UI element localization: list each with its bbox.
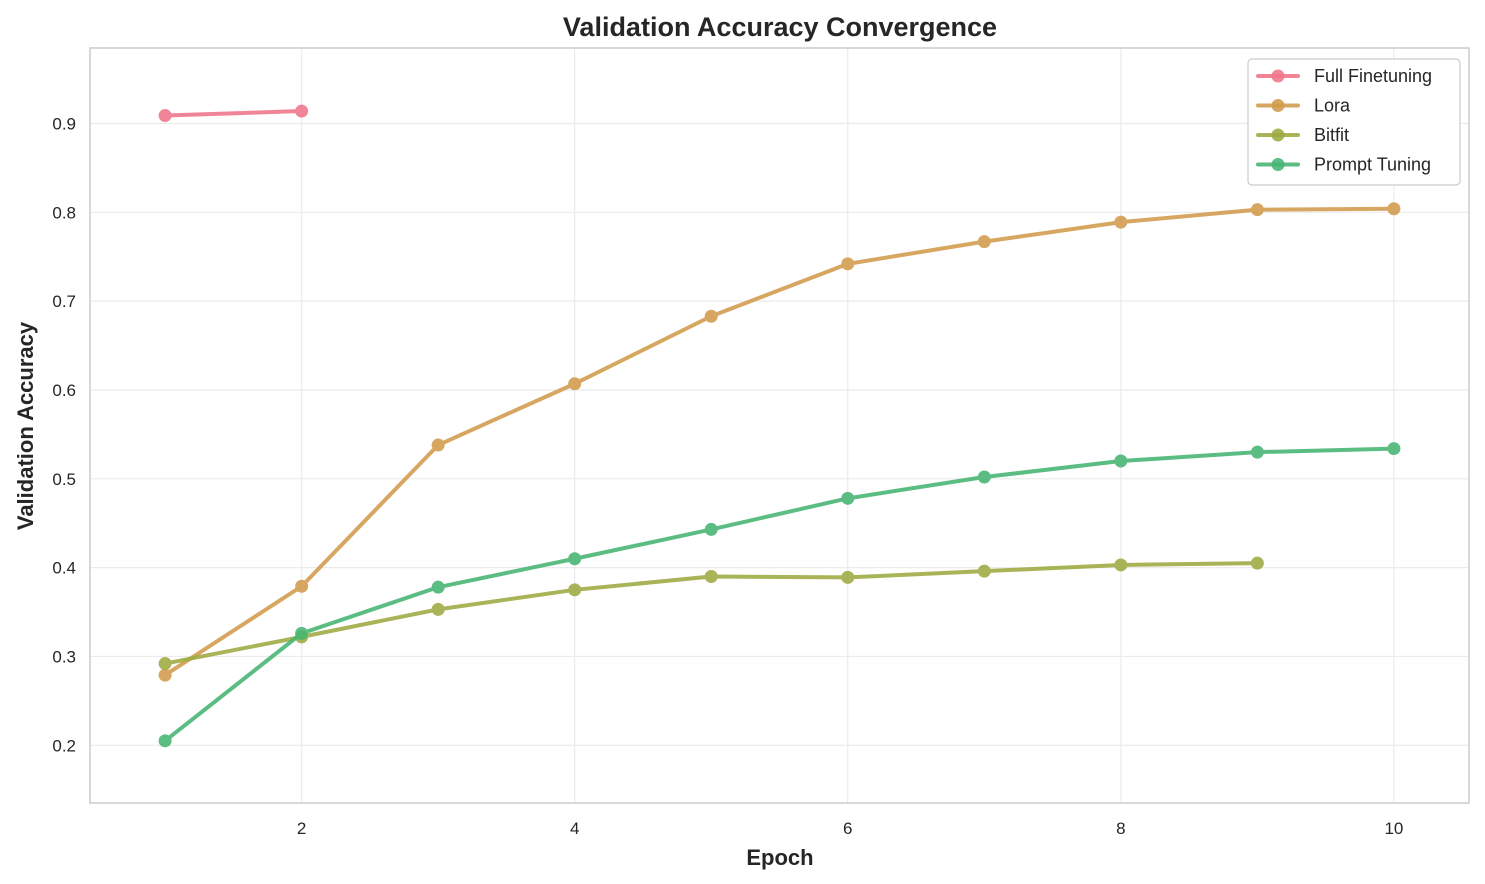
x-tick-label: 10 xyxy=(1384,819,1403,838)
legend-label-prompt-tuning: Prompt Tuning xyxy=(1314,155,1431,175)
x-tick-label: 2 xyxy=(297,819,306,838)
legend-item-lora: Lora xyxy=(1256,96,1351,116)
data-point-prompt-tuning xyxy=(704,522,718,536)
data-point-bitfit xyxy=(841,570,855,584)
y-axis-label: Validation Accuracy xyxy=(13,321,38,530)
y-tick-label: 0.9 xyxy=(52,115,76,134)
y-tick-label: 0.8 xyxy=(52,203,76,222)
data-point-lora xyxy=(1250,203,1264,217)
data-point-lora xyxy=(1387,202,1401,216)
legend: Full Finetuning Lora Bitfit Prompt Tuning xyxy=(1247,58,1461,186)
chart-title: Validation Accuracy Convergence xyxy=(563,12,997,42)
data-point-prompt-tuning xyxy=(158,734,172,748)
data-point-full-finetuning xyxy=(295,104,309,118)
legend-box xyxy=(1247,58,1461,186)
data-point-bitfit xyxy=(1250,556,1264,570)
data-point-lora xyxy=(841,257,855,271)
data-point-prompt-tuning xyxy=(1114,454,1128,468)
legend-marker-prompt-tuning xyxy=(1271,158,1285,171)
legend-item-full-finetuning: Full Finetuning xyxy=(1256,66,1432,86)
data-point-bitfit xyxy=(1114,558,1128,572)
legend-marker-full-finetuning xyxy=(1271,69,1285,83)
y-tick-label: 0.6 xyxy=(52,381,76,400)
data-point-prompt-tuning xyxy=(1250,445,1264,459)
series-layer xyxy=(158,104,1401,748)
data-point-lora xyxy=(977,235,991,249)
data-point-prompt-tuning xyxy=(1387,442,1401,456)
data-point-lora xyxy=(704,309,718,323)
tick-labels: 2 4 6 8 10 0.2 0.3 0.4 0.5 0.6 0.7 0.8 0.9 xyxy=(52,115,1403,839)
legend-label-bitfit: Bitfit xyxy=(1314,125,1349,145)
series-lora xyxy=(158,202,1401,682)
legend-item-bitfit: Bitfit xyxy=(1256,125,1349,145)
legend-item-prompt-tuning: Prompt Tuning xyxy=(1256,155,1431,175)
data-point-bitfit xyxy=(431,602,445,616)
series-prompt-tuning xyxy=(158,442,1401,748)
data-point-bitfit xyxy=(158,657,172,671)
legend-marker-lora xyxy=(1271,99,1285,112)
data-point-full-finetuning xyxy=(158,109,172,123)
x-tick-label: 8 xyxy=(1116,819,1125,838)
data-point-lora xyxy=(431,438,445,452)
data-point-lora xyxy=(568,377,582,391)
x-axis-label: Epoch xyxy=(746,845,813,870)
data-point-lora xyxy=(295,579,309,593)
series-full-finetuning xyxy=(158,104,309,123)
data-point-lora xyxy=(158,668,172,682)
data-point-prompt-tuning xyxy=(431,580,445,594)
data-point-prompt-tuning xyxy=(568,552,582,566)
legend-marker-bitfit xyxy=(1271,128,1285,142)
data-point-bitfit xyxy=(568,583,582,597)
x-tick-label: 4 xyxy=(570,819,579,838)
y-tick-label: 0.2 xyxy=(52,736,76,755)
legend-label-lora: Lora xyxy=(1314,96,1351,116)
data-point-lora xyxy=(1114,215,1128,229)
data-point-bitfit xyxy=(704,570,718,583)
x-tick-label: 6 xyxy=(843,819,852,838)
y-tick-label: 0.7 xyxy=(52,292,76,311)
y-tick-label: 0.5 xyxy=(52,470,76,489)
data-point-bitfit xyxy=(977,564,991,578)
data-point-prompt-tuning xyxy=(295,626,309,640)
data-point-prompt-tuning xyxy=(841,491,855,505)
y-tick-label: 0.3 xyxy=(52,647,76,666)
plot-area xyxy=(89,47,1470,804)
data-point-prompt-tuning xyxy=(977,470,991,484)
series-line-prompt-tuning xyxy=(163,446,1396,743)
series-bitfit xyxy=(158,556,1264,671)
series-line-full-finetuning xyxy=(163,109,304,118)
y-tick-label: 0.4 xyxy=(52,559,76,578)
legend-label-full-finetuning: Full Finetuning xyxy=(1314,66,1432,86)
series-line-lora xyxy=(163,206,1396,678)
